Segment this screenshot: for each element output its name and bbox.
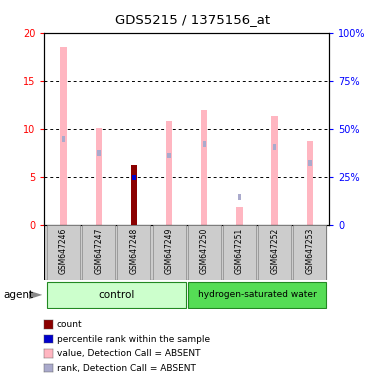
Bar bbox=[131, 165, 137, 225]
Text: GSM647250: GSM647250 bbox=[200, 227, 209, 274]
Bar bbox=[97, 150, 100, 156]
Bar bbox=[258, 225, 291, 280]
Text: GSM647248: GSM647248 bbox=[129, 227, 139, 274]
Bar bbox=[47, 282, 186, 308]
Text: GSM647253: GSM647253 bbox=[305, 227, 314, 274]
Bar bbox=[238, 194, 241, 200]
Text: GSM647252: GSM647252 bbox=[270, 227, 279, 274]
Text: GDS5215 / 1375156_at: GDS5215 / 1375156_at bbox=[115, 13, 270, 26]
Text: GSM647246: GSM647246 bbox=[59, 227, 68, 274]
Text: percentile rank within the sample: percentile rank within the sample bbox=[57, 334, 210, 344]
Bar bbox=[308, 161, 311, 166]
Bar bbox=[166, 121, 172, 225]
Bar bbox=[95, 128, 102, 225]
Text: GSM647251: GSM647251 bbox=[235, 227, 244, 274]
Bar bbox=[188, 225, 221, 280]
Bar bbox=[271, 116, 278, 225]
Text: count: count bbox=[57, 320, 82, 329]
Bar bbox=[47, 225, 80, 280]
Bar bbox=[293, 225, 326, 280]
Text: value, Detection Call = ABSENT: value, Detection Call = ABSENT bbox=[57, 349, 200, 358]
Text: agent: agent bbox=[4, 290, 34, 300]
Bar bbox=[117, 225, 151, 280]
Polygon shape bbox=[29, 291, 42, 299]
Bar bbox=[152, 225, 186, 280]
Text: hydrogen-saturated water: hydrogen-saturated water bbox=[198, 290, 316, 299]
Bar bbox=[132, 175, 136, 180]
Bar bbox=[62, 136, 65, 142]
Bar bbox=[201, 111, 208, 225]
Text: control: control bbox=[98, 290, 135, 300]
Bar bbox=[188, 282, 326, 308]
Text: rank, Detection Call = ABSENT: rank, Detection Call = ABSENT bbox=[57, 364, 196, 373]
Text: GSM647247: GSM647247 bbox=[94, 227, 103, 274]
Bar bbox=[167, 153, 171, 159]
Bar bbox=[82, 225, 116, 280]
Text: GSM647249: GSM647249 bbox=[165, 227, 174, 274]
Bar bbox=[223, 225, 256, 280]
Bar bbox=[273, 144, 276, 150]
Bar bbox=[236, 207, 243, 225]
Bar bbox=[203, 141, 206, 147]
Bar bbox=[307, 141, 313, 225]
Bar bbox=[60, 47, 67, 225]
